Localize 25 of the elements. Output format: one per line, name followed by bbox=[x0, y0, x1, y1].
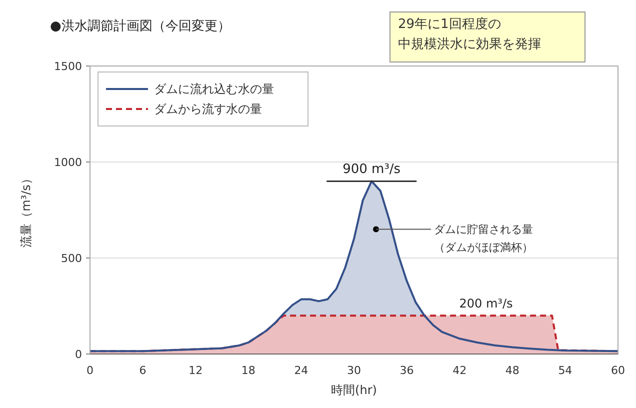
x-tick-label: 0 bbox=[86, 364, 94, 377]
annotation: 900 m³/s bbox=[342, 162, 401, 178]
chart-title: ●洪水調節計画図（今回変更） bbox=[50, 18, 230, 34]
y-tick-label: 500 bbox=[61, 252, 82, 265]
text: 29年に1回程度の bbox=[398, 16, 501, 32]
annotation: ダムに貯留される量（ダムがほぼ満杯） bbox=[434, 223, 533, 254]
y-tick-label: 0 bbox=[75, 348, 82, 361]
x-tick-label: 12 bbox=[188, 364, 203, 377]
x-axis-title: 時間(hr) bbox=[331, 383, 377, 397]
x-tick-label: 6 bbox=[139, 364, 146, 377]
legend-label: ダムから流す水の量 bbox=[154, 102, 262, 116]
x-tick-label: 60 bbox=[611, 364, 625, 377]
x-tick-label: 54 bbox=[558, 364, 572, 377]
y-tick-label: 1000 bbox=[54, 156, 82, 169]
y-tick-label: 1500 bbox=[54, 60, 82, 73]
x-tick-label: 30 bbox=[347, 364, 361, 377]
y-axis-title: 流量（m³/s） bbox=[19, 172, 33, 248]
legend-label: ダムに流れ込む水の量 bbox=[154, 82, 274, 96]
text: 中規模洪水に効果を発揮 bbox=[398, 37, 541, 52]
annotation: 200 m³/s bbox=[459, 296, 513, 311]
x-tick-label: 42 bbox=[452, 364, 467, 377]
x-tick-label: 48 bbox=[505, 364, 520, 377]
x-tick-label: 36 bbox=[400, 364, 414, 377]
x-tick-label: 18 bbox=[241, 364, 256, 377]
x-tick-label: 24 bbox=[294, 364, 308, 377]
